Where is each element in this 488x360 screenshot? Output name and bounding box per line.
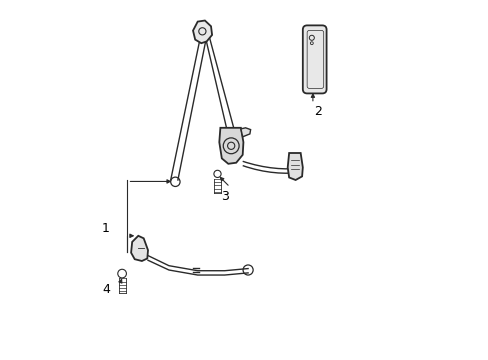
Text: 2: 2 <box>314 105 322 118</box>
Polygon shape <box>193 21 212 43</box>
Polygon shape <box>131 236 148 261</box>
Text: 1: 1 <box>102 222 110 235</box>
Polygon shape <box>219 128 243 164</box>
Text: 4: 4 <box>102 283 110 296</box>
FancyBboxPatch shape <box>302 26 326 94</box>
Polygon shape <box>287 153 302 180</box>
Text: 3: 3 <box>220 190 228 203</box>
Polygon shape <box>241 128 250 137</box>
